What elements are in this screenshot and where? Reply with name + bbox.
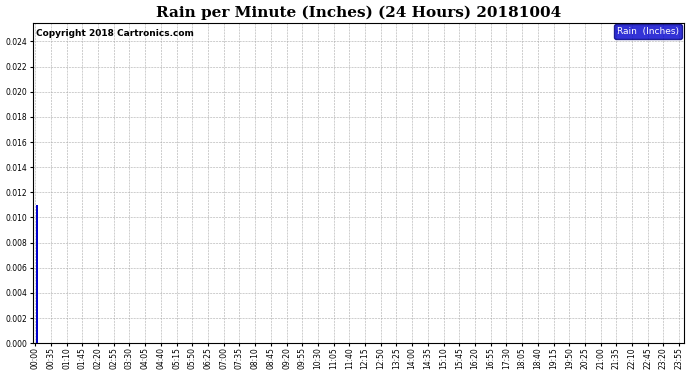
Title: Rain per Minute (Inches) (24 Hours) 20181004: Rain per Minute (Inches) (24 Hours) 2018…: [156, 6, 561, 20]
Legend: Rain  (Inches): Rain (Inches): [614, 24, 682, 39]
Text: Copyright 2018 Cartronics.com: Copyright 2018 Cartronics.com: [37, 29, 194, 38]
